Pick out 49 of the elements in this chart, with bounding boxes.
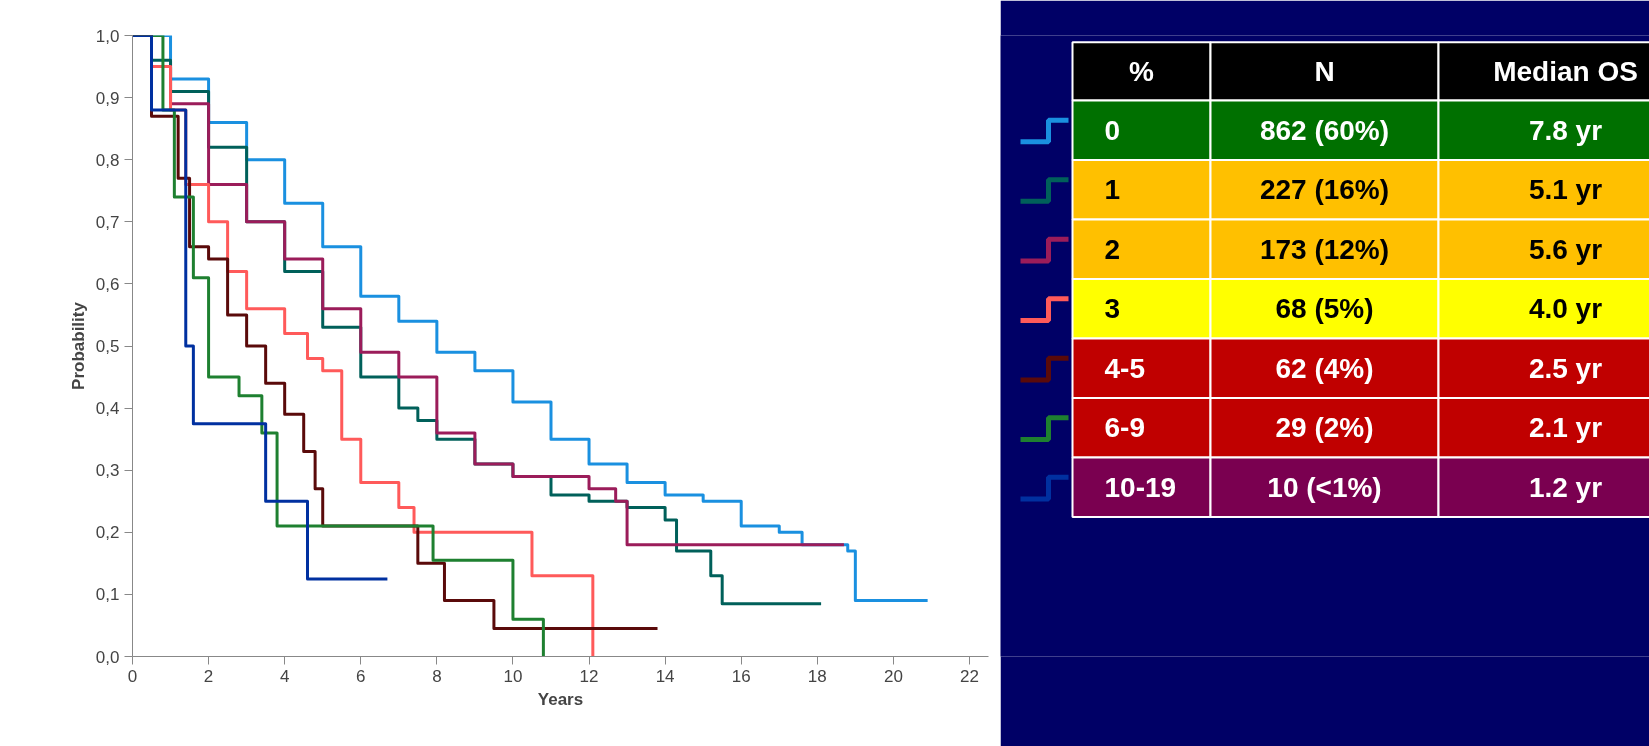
text: 1.2 yr	[1528, 471, 1603, 503]
text: 10 (<1%)	[1267, 471, 1382, 503]
x-tick-label: 20	[883, 666, 903, 686]
text: 227 (16%)	[1259, 174, 1390, 206]
text: 29 (2%)	[1275, 412, 1374, 444]
y-tick-label: 0,0	[95, 647, 120, 667]
text: 2.5 yr	[1528, 352, 1603, 384]
x-tick-label: 0	[127, 666, 138, 686]
text: 68 (5%)	[1275, 293, 1374, 325]
text: N	[1314, 55, 1335, 87]
text: 862 (60%)	[1259, 114, 1390, 146]
x-tick-label: 10	[503, 666, 523, 686]
y-tick-label: 0,9	[95, 88, 120, 108]
text: 2.1 yr	[1528, 412, 1603, 444]
y-tick-label: 0,7	[95, 212, 120, 232]
x-tick-label: 4	[279, 666, 290, 686]
x-tick-label: 8	[432, 666, 442, 686]
text: 173 (12%)	[1259, 233, 1390, 265]
x-tick-label: 6	[356, 666, 366, 686]
text: Median OS	[1493, 55, 1638, 87]
y-tick-label: 1,0	[95, 26, 120, 46]
x-tick-label: 16	[731, 666, 751, 686]
y-tick-label: 0,1	[95, 585, 120, 605]
y-tick-label: 0,4	[95, 399, 120, 419]
legend-label: 3	[1104, 293, 1121, 325]
x-tick-label: 14	[655, 666, 675, 686]
text: 4.0 yr	[1528, 293, 1603, 325]
x-tick-label: 2	[203, 666, 214, 686]
y-tick-label: 0,8	[95, 150, 120, 170]
legend-label: 1	[1104, 174, 1121, 206]
x-axis-title: Years	[537, 689, 584, 709]
y-tick-label: 0,2	[95, 523, 120, 543]
text: 62 (4%)	[1275, 352, 1374, 384]
legend-label: 6-9	[1104, 412, 1145, 444]
y-tick-label: 0,6	[95, 274, 120, 294]
x-tick-label: 12	[579, 666, 599, 686]
text: 5.6 yr	[1528, 233, 1603, 265]
x-tick-label: 18	[807, 666, 827, 686]
x-tick-label: 22	[960, 666, 979, 686]
legend-label: 0	[1104, 114, 1121, 146]
legend-label: 10-19	[1104, 471, 1177, 503]
y-tick-label: 0,5	[95, 337, 120, 356]
text: %	[1129, 55, 1155, 87]
legend-label: 4-5	[1104, 352, 1145, 384]
y-axis-title: Probability	[68, 301, 88, 390]
y-tick-label: 0,3	[95, 461, 120, 481]
legend-label: 2	[1104, 233, 1121, 265]
text: 7.8 yr	[1528, 114, 1603, 146]
text: 5.1 yr	[1528, 174, 1603, 206]
